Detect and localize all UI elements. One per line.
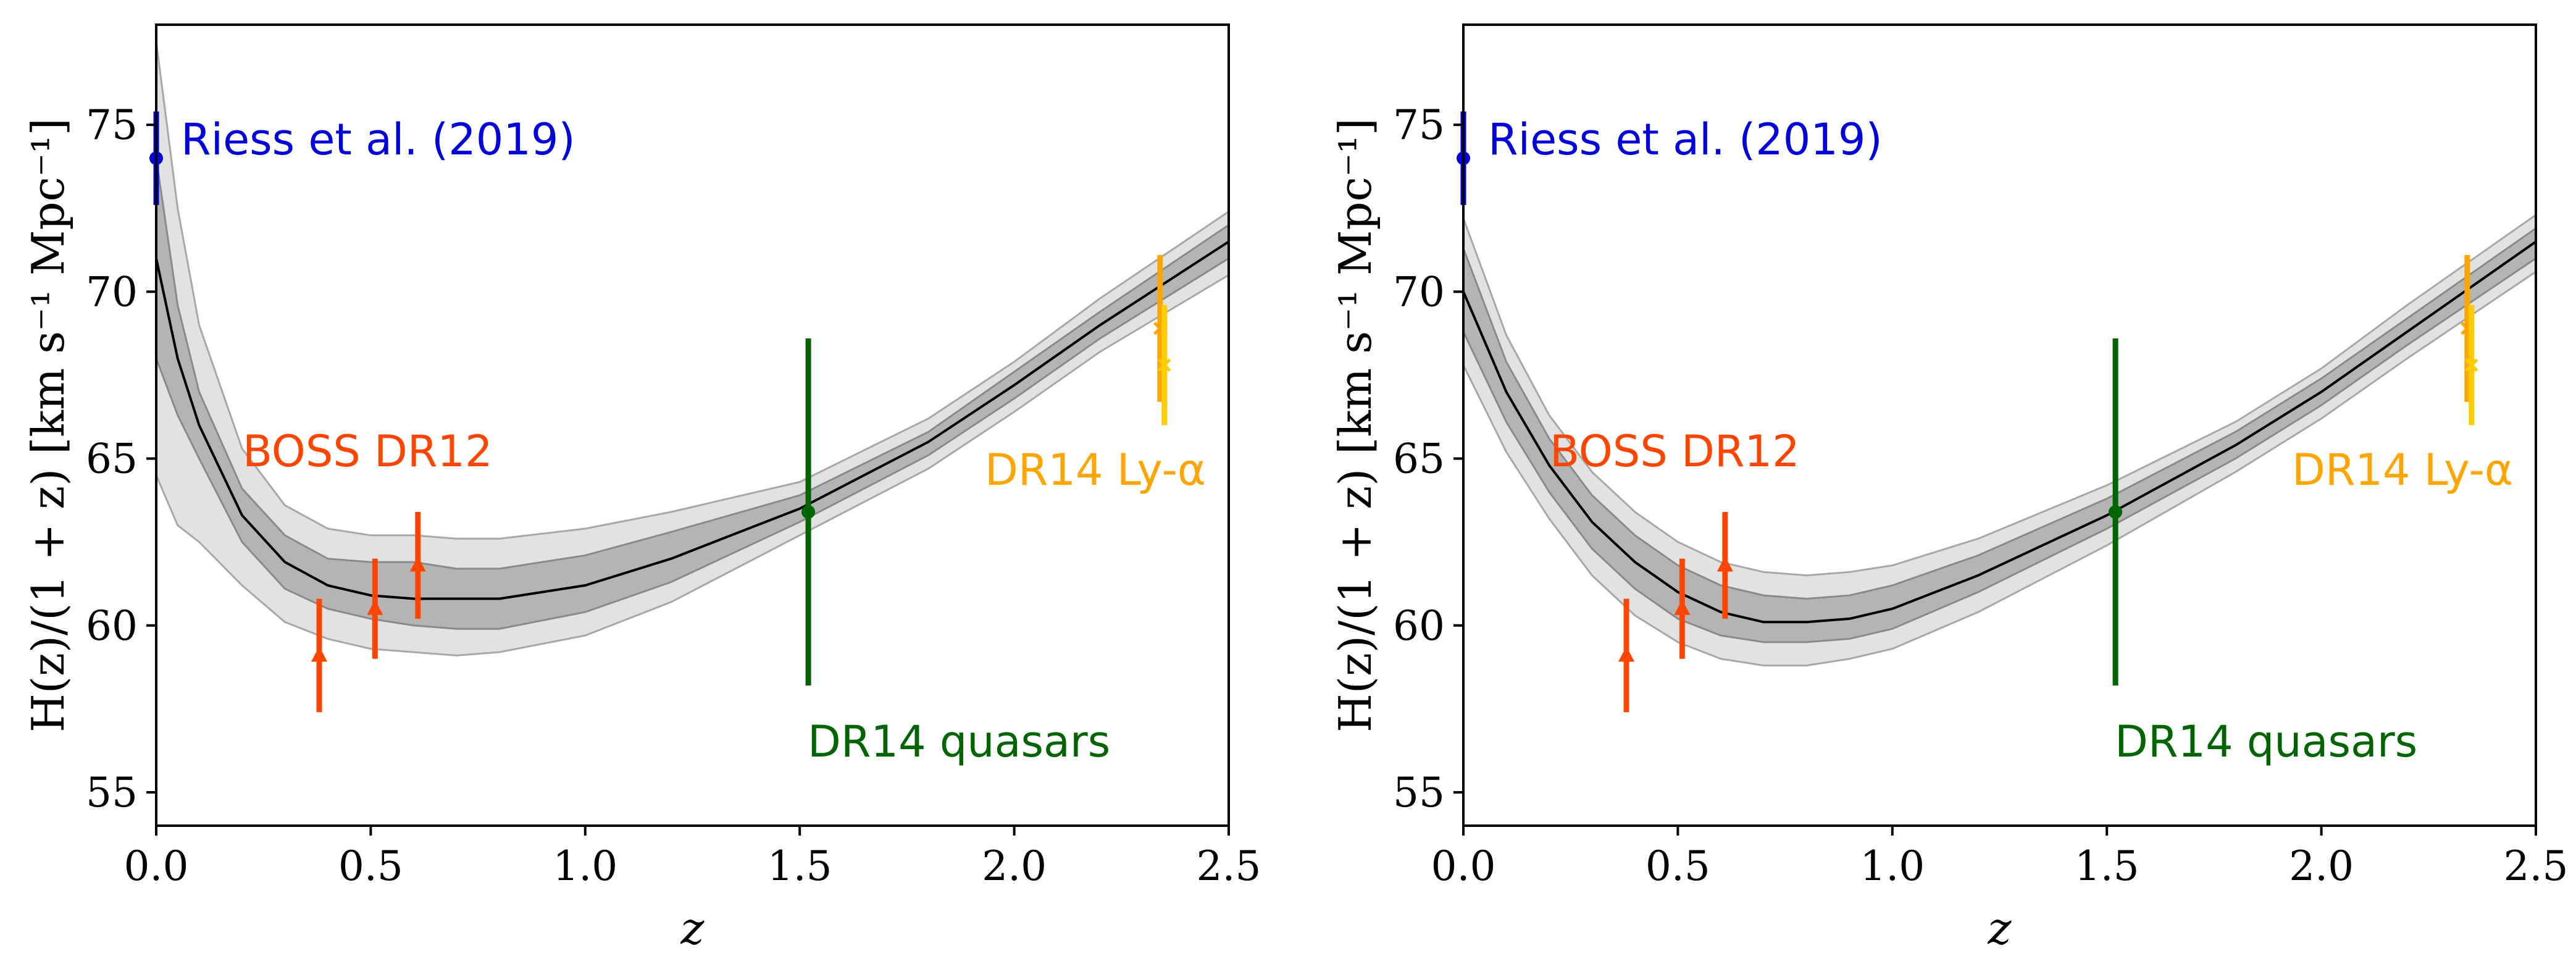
annotation-label: BOSS DR12: [1550, 426, 1800, 477]
y-tick-label: 65: [1393, 435, 1445, 483]
y-tick-label: 60: [86, 602, 138, 650]
left-panel: 0.0 0.5 1.0 1.5 2.0 2.5 55 60 65 70 75 z H(z)/(1 + z…: [22, 23, 1261, 954]
x-tick-label: 1.5: [2075, 842, 2139, 890]
x-tick-label: 2.5: [1197, 842, 1261, 890]
y-tick-label: 75: [1393, 101, 1445, 149]
axes-frame: [1462, 23, 2537, 827]
data-point: [1717, 556, 1733, 572]
annotation-label: Riess et al. (2019): [1488, 114, 1883, 165]
annotation-label: DR14 Ly-α: [2292, 445, 2513, 495]
x-tick-label: 0.0: [1431, 842, 1496, 890]
y-tick-label: 75: [86, 101, 138, 149]
axes-frame: [155, 23, 1230, 827]
best-fit-curve: [1463, 240, 2536, 624]
data-point: [1674, 599, 1691, 615]
inner-confidence-band: [1463, 227, 2536, 644]
x-tick-label: 2.0: [2289, 842, 2354, 890]
y-tick-label: 60: [1393, 602, 1445, 650]
data-point: [367, 599, 383, 615]
y-tick-label: 55: [86, 769, 138, 816]
x-tick-label: 0.5: [1646, 842, 1710, 890]
y-axis-label: H(z)/(1 + z) [km s⁻¹ Mpc⁻¹]: [22, 118, 74, 732]
x-tick-label: 1.5: [767, 842, 832, 890]
y-tick-label: 55: [1393, 769, 1445, 816]
y-tick-label: 70: [1393, 268, 1445, 316]
x-tick-label: 2.0: [982, 842, 1047, 890]
x-tick-label: 1.0: [1860, 842, 1925, 890]
x-axis-label: z: [680, 902, 705, 954]
data-point: [2109, 505, 2123, 519]
plot-area: [1463, 214, 2536, 667]
data-point: [1158, 358, 1171, 372]
x-axis-label: z: [1988, 902, 2012, 954]
data-point: [409, 556, 426, 572]
y-axis-label: H(z)/(1 + z) [km s⁻¹ Mpc⁻¹]: [1329, 118, 1381, 732]
annotation-label: DR14 quasars: [2115, 716, 2417, 767]
right-panel: 0.0 0.5 1.0 1.5 2.0 2.5 55 60 65 70 75 z H(z)/(1 + z…: [1329, 23, 2569, 954]
y-tick-label: 65: [86, 435, 138, 483]
data-point: [1618, 646, 1635, 662]
data-point: [801, 505, 816, 519]
data-point: [2465, 358, 2478, 372]
annotation-label: Riess et al. (2019): [181, 114, 575, 165]
data-point: [311, 646, 328, 662]
x-tick-label: 0.5: [338, 842, 403, 890]
annotation-label: DR14 Ly-α: [985, 445, 1206, 495]
y-tick-label: 70: [86, 268, 138, 316]
best-fit-curve: [156, 240, 1229, 600]
annotation-label: BOSS DR12: [243, 426, 493, 477]
annotation-label: DR14 quasars: [808, 716, 1110, 767]
plot-area: [156, 41, 1229, 656]
x-tick-label: 2.5: [2504, 842, 2569, 890]
inner-confidence-band: [156, 157, 1229, 630]
x-tick-label: 0.0: [124, 842, 189, 890]
x-tick-label: 1.0: [553, 842, 617, 890]
